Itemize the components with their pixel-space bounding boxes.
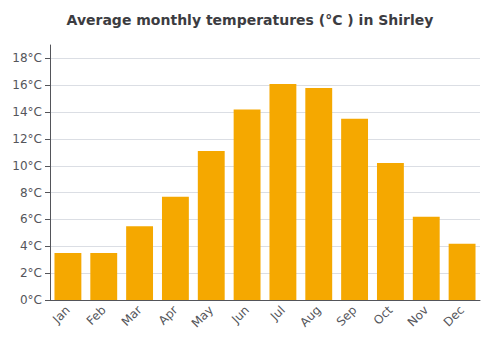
svg-text:Nov: Nov [405, 303, 431, 329]
svg-text:Oct: Oct [371, 303, 396, 328]
svg-text:14°C: 14°C [12, 105, 42, 119]
svg-text:Aug: Aug [297, 303, 323, 329]
svg-text:Sep: Sep [334, 303, 360, 329]
svg-text:2°C: 2°C [20, 266, 42, 280]
svg-text:Dec: Dec [441, 303, 467, 329]
svg-text:Jan: Jan [49, 303, 73, 327]
svg-text:Mar: Mar [119, 303, 145, 329]
svg-text:Jul: Jul [267, 303, 288, 324]
svg-text:12°C: 12°C [12, 132, 42, 146]
svg-text:Jun: Jun [228, 303, 252, 327]
svg-text:10°C: 10°C [12, 159, 42, 173]
svg-text:18°C: 18°C [12, 51, 42, 65]
svg-text:8°C: 8°C [20, 186, 42, 200]
svg-text:May: May [189, 303, 216, 330]
svg-text:Apr: Apr [156, 303, 181, 328]
svg-text:0°C: 0°C [20, 293, 42, 307]
svg-text:Feb: Feb [84, 303, 109, 328]
svg-text:6°C: 6°C [20, 212, 42, 226]
svg-text:Average monthly temperatures (: Average monthly temperatures (°C ) in Sh… [67, 12, 434, 28]
svg-text:16°C: 16°C [12, 78, 42, 92]
svg-text:4°C: 4°C [20, 239, 42, 253]
